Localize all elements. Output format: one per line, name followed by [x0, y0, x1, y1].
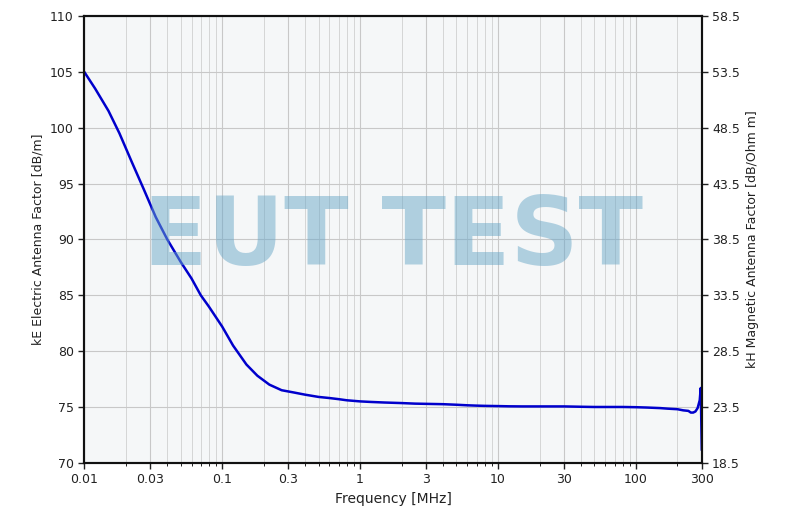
Text: EUT TEST: EUT TEST: [143, 194, 643, 285]
Y-axis label: kH Magnetic Antenna Factor [dB/Ohm m]: kH Magnetic Antenna Factor [dB/Ohm m]: [746, 111, 759, 368]
X-axis label: Frequency [MHz]: Frequency [MHz]: [334, 492, 452, 506]
Y-axis label: kE Electric Antenna Factor [dB/m]: kE Electric Antenna Factor [dB/m]: [31, 134, 44, 345]
